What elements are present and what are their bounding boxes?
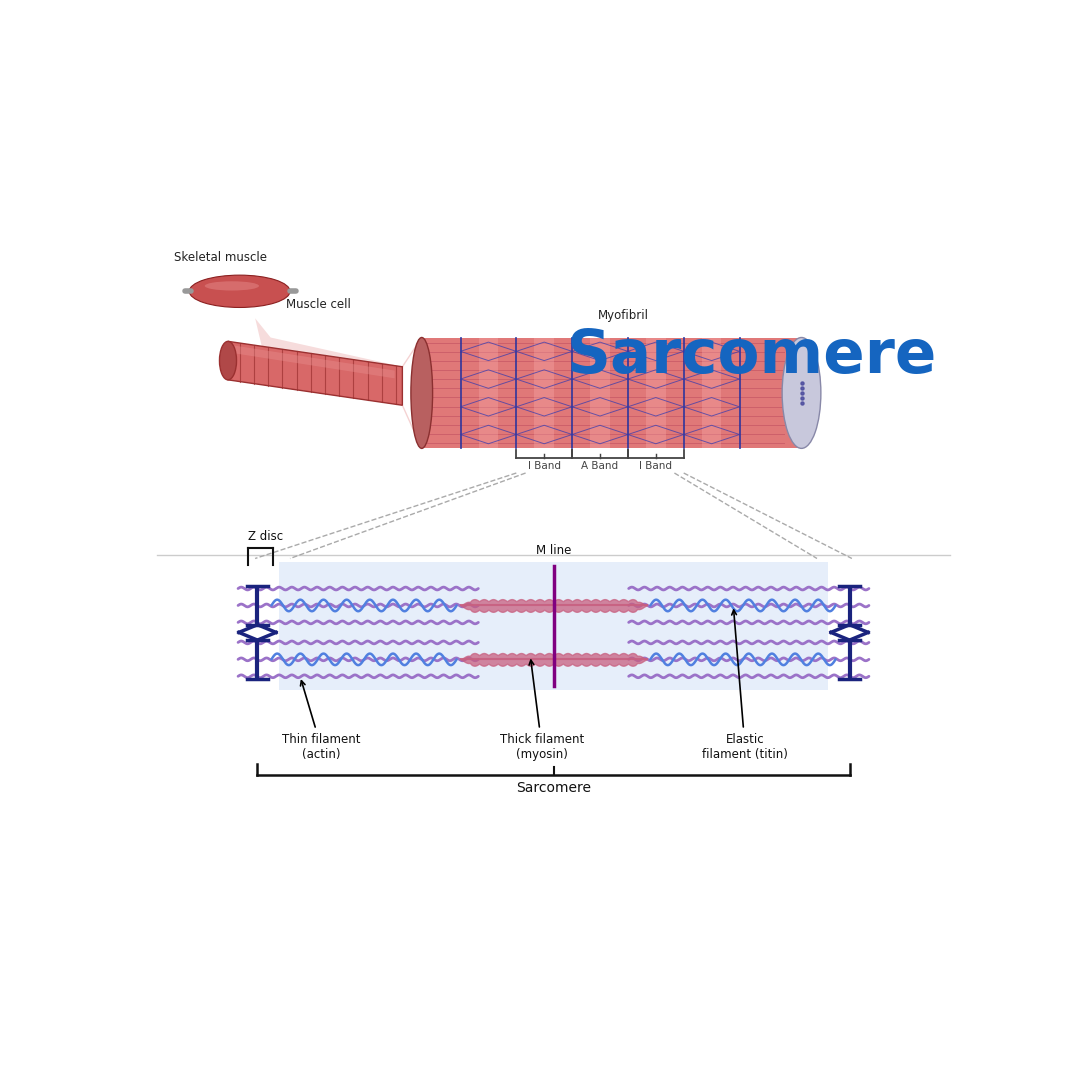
Text: I Band: I Band <box>639 461 672 472</box>
Bar <box>422 337 801 448</box>
Text: M line: M line <box>536 544 571 557</box>
Polygon shape <box>228 341 403 405</box>
Bar <box>279 563 828 690</box>
Bar <box>478 337 498 448</box>
Text: A Band: A Band <box>581 461 619 472</box>
Bar <box>591 337 610 448</box>
Text: Skeletal muscle: Skeletal muscle <box>174 252 267 265</box>
Bar <box>702 337 721 448</box>
Text: Z disc: Z disc <box>248 530 283 543</box>
Text: Myofibril: Myofibril <box>597 309 649 322</box>
Bar <box>535 337 554 448</box>
Ellipse shape <box>189 275 291 308</box>
Ellipse shape <box>205 281 259 291</box>
Text: Muscle cell: Muscle cell <box>286 298 351 311</box>
Text: I Band: I Band <box>528 461 561 472</box>
Ellipse shape <box>782 337 821 448</box>
Text: Sarcomere: Sarcomere <box>516 781 591 795</box>
Text: Sarcomere: Sarcomere <box>567 327 937 387</box>
Text: Thick filament
(myosin): Thick filament (myosin) <box>500 660 584 760</box>
Text: Elastic
filament (titin): Elastic filament (titin) <box>702 610 788 760</box>
Ellipse shape <box>410 337 433 448</box>
Polygon shape <box>232 346 394 378</box>
Text: Thin filament
(actin): Thin filament (actin) <box>282 680 361 760</box>
Polygon shape <box>255 319 403 405</box>
Bar <box>646 337 665 448</box>
Ellipse shape <box>219 341 237 380</box>
